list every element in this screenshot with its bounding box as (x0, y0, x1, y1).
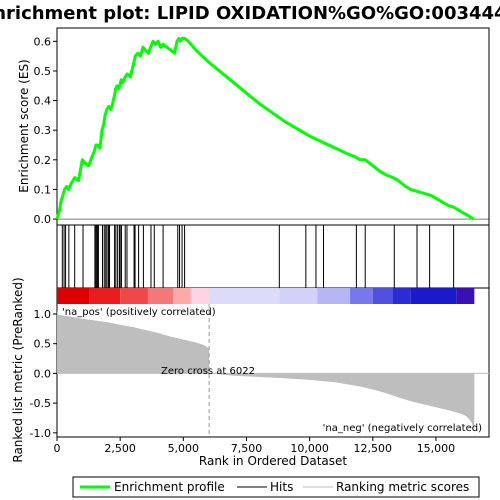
metric-y-tick-label: 0.5 (34, 338, 52, 351)
rank-heatmap-bar (57, 288, 475, 304)
heatmap-segment (190, 288, 209, 304)
heatmap-segment (393, 288, 411, 304)
heatmap-segment (57, 288, 90, 304)
es-y-tick-label: 0.0 (34, 213, 52, 226)
es-y-axis-label: Enrichment score (ES) (17, 59, 31, 192)
x-tick-label: 7,500 (231, 442, 263, 455)
hit-marks (61, 225, 455, 288)
legend-label-metric: Ranking metric scores (336, 480, 469, 494)
rank-x-axis: 0 2,500 5,000 7,500 10,000 12,500 15,000 (54, 437, 456, 455)
metric-y-tick-label: 0.0 (34, 367, 52, 380)
x-tick-label: 15,000 (417, 442, 456, 455)
pos-label: 'na_pos' (positively correlated) (62, 307, 216, 318)
metric-y-tick-label: -0.5 (30, 397, 51, 410)
es-y-tick-label: 0.2 (34, 154, 52, 167)
x-tick-label: 2,500 (104, 442, 136, 455)
es-y-tick-label: 0.1 (34, 183, 52, 196)
x-tick-label: 12,500 (354, 442, 393, 455)
metric-y-axis: -1.0 -0.5 0.0 0.5 1.0 (30, 308, 57, 440)
heatmap-segment (372, 288, 393, 304)
legend-label-enrichment: Enrichment profile (114, 480, 225, 494)
es-y-tick-label: 0.4 (34, 95, 52, 108)
heatmap-segment (120, 288, 148, 304)
heatmap-segment (279, 288, 318, 304)
metric-panel: -1.0 -0.5 0.0 0.5 1.0 0 2,500 5,000 7,500 10,000… (11, 277, 490, 468)
es-panel: 0.0 0.1 0.2 0.3 0.4 0.5 0.6 Enrichment score (… (17, 27, 490, 226)
heatmap-segment (317, 288, 351, 304)
x-tick-label: 0 (54, 442, 61, 455)
metric-y-axis-label: Ranked list metric (PreRanked) (11, 277, 25, 462)
heatmap-segment (350, 288, 373, 304)
es-y-tick-label: 0.5 (34, 65, 52, 78)
rank-x-axis-label: Rank in Ordered Dataset (199, 454, 347, 468)
heatmap-segment (208, 288, 280, 304)
es-y-tick-label: 0.6 (34, 35, 52, 48)
heatmap-segment (173, 288, 191, 304)
es-y-axis: 0.0 0.1 0.2 0.3 0.4 0.5 0.6 (34, 35, 57, 226)
metric-y-tick-label: 1.0 (34, 308, 52, 321)
es-line (55, 36, 475, 221)
es-y-tick-label: 0.3 (34, 124, 52, 137)
es-panel-frame (56, 27, 490, 226)
heatmap-segment (89, 288, 121, 304)
metric-area (57, 311, 475, 433)
hits-panel (56, 224, 490, 289)
heatmap-segment (410, 288, 457, 304)
legend: Enrichment profile Hits Ranking metric s… (72, 476, 480, 498)
heatmap-segment (147, 288, 174, 304)
x-tick-label: 10,000 (290, 442, 329, 455)
x-tick-label: 5,000 (168, 442, 200, 455)
heatmap-segment (456, 288, 475, 304)
legend-label-hits: Hits (270, 480, 293, 494)
zero-cross-label: Zero cross at 6022 (161, 366, 255, 377)
metric-y-tick-label: -1.0 (30, 427, 51, 440)
chart-title: Enrichment plot: LIPID OXIDATION%GO%GO:0… (0, 3, 500, 24)
legend-frame (72, 476, 480, 498)
neg-label: 'na_neg' (negatively correlated) (323, 423, 482, 434)
